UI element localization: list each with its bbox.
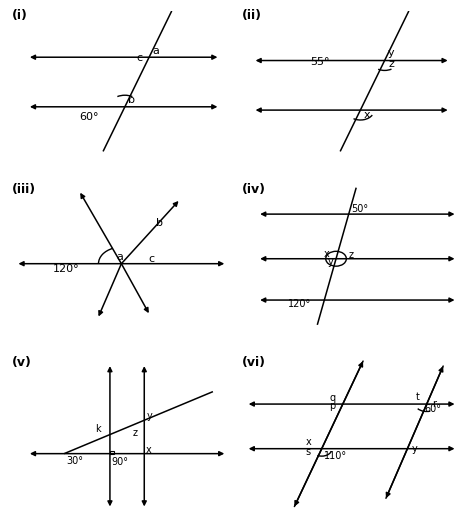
Text: 110°: 110° — [324, 450, 347, 461]
Text: q: q — [329, 393, 335, 403]
Text: 120°: 120° — [53, 264, 79, 274]
Text: a: a — [117, 252, 123, 262]
Text: 60°: 60° — [79, 112, 98, 122]
Text: r: r — [432, 400, 437, 409]
Bar — [110, 450, 114, 454]
Text: y: y — [388, 48, 394, 58]
Text: z: z — [133, 428, 138, 438]
Text: p: p — [329, 401, 335, 411]
Text: 50°: 50° — [351, 205, 368, 215]
Text: y: y — [412, 444, 418, 454]
Text: y: y — [147, 411, 152, 421]
Text: (vi): (vi) — [242, 356, 266, 369]
Text: x: x — [306, 437, 311, 447]
Text: (iii): (iii) — [11, 183, 35, 196]
Text: t: t — [415, 392, 419, 402]
Text: x: x — [324, 249, 329, 259]
Text: c: c — [149, 254, 155, 264]
Text: a: a — [152, 46, 159, 56]
Text: x: x — [364, 110, 370, 120]
Text: b: b — [156, 218, 163, 228]
Text: b: b — [128, 95, 135, 104]
Text: 55°: 55° — [310, 57, 330, 67]
Text: 90°: 90° — [111, 457, 128, 467]
Text: (iv): (iv) — [242, 183, 266, 196]
Text: 30°: 30° — [66, 456, 83, 465]
Text: x: x — [145, 445, 151, 455]
Text: s: s — [306, 447, 311, 457]
Text: (ii): (ii) — [242, 9, 262, 22]
Text: c: c — [137, 52, 143, 63]
Text: (i): (i) — [11, 9, 27, 22]
Text: k: k — [95, 424, 101, 434]
Text: y: y — [328, 257, 334, 267]
Text: 60°: 60° — [424, 404, 441, 414]
Text: 120°: 120° — [288, 299, 311, 308]
Text: (v): (v) — [11, 356, 31, 369]
Text: z: z — [349, 250, 354, 260]
Text: z: z — [388, 59, 394, 69]
